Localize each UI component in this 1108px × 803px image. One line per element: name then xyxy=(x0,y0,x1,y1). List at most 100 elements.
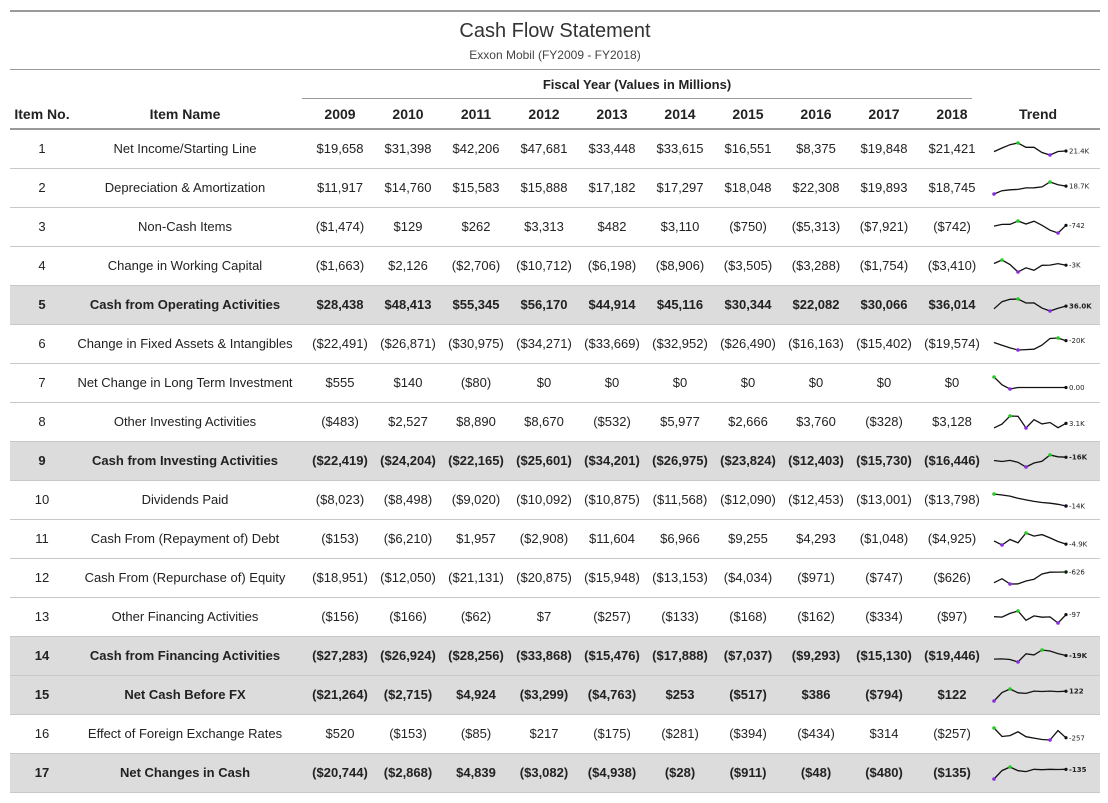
trend-sparkline: -135 xyxy=(988,754,1100,792)
value-cell-2014: $253 xyxy=(665,687,695,702)
item-no: 13 xyxy=(34,609,50,624)
item-name: Net Income/Starting Line xyxy=(113,141,257,156)
value-cell-2013: $482 xyxy=(597,219,627,234)
value-cell-2017: ($7,921) xyxy=(859,219,909,234)
sparkline-max-marker xyxy=(1048,180,1052,184)
value-cell-2017: $314 xyxy=(869,726,899,741)
sparkline-min-marker xyxy=(1016,270,1020,274)
header-year-2012: 2012 xyxy=(528,106,560,122)
value-cell-2013: ($33,669) xyxy=(584,336,640,351)
value-cell-2011: ($30,975) xyxy=(448,336,504,351)
item-no: 1 xyxy=(38,141,46,156)
sparkline-max-marker xyxy=(1016,219,1020,223)
value-cell-2016: ($971) xyxy=(797,570,835,585)
sparkline-last-marker xyxy=(1064,149,1068,153)
sparkline-line xyxy=(993,376,1066,390)
sparkline-label: -97 xyxy=(1069,611,1080,619)
value-cell-2011: $15,583 xyxy=(452,180,500,195)
item-no: 9 xyxy=(38,453,46,468)
item-no: 2 xyxy=(38,180,46,195)
value-cell-2015: ($750) xyxy=(729,219,767,234)
sparkline-last-marker xyxy=(1064,504,1068,508)
value-cell-2015: ($168) xyxy=(729,609,767,624)
value-cell-2017: $0 xyxy=(876,375,892,390)
item-no: 5 xyxy=(38,297,46,312)
value-cell-2014: $45,116 xyxy=(656,297,704,312)
value-cell-2010: $2,126 xyxy=(388,258,428,273)
value-cell-2013: $17,182 xyxy=(588,180,636,195)
sparkline-svg: -257 xyxy=(992,726,1085,742)
item-name: Cash from Investing Activities xyxy=(92,453,278,468)
sparkline-min-marker xyxy=(1056,231,1060,235)
value-cell-2010: ($2,868) xyxy=(383,765,433,780)
value-cell-2017: $30,066 xyxy=(860,297,908,312)
value-cell-2017: ($328) xyxy=(865,414,903,429)
value-cell-2010: ($166) xyxy=(389,609,427,624)
header-year-2013: 2013 xyxy=(596,106,628,122)
sparkline-line xyxy=(993,337,1067,351)
item-name: Other Financing Activities xyxy=(111,609,259,624)
sparkline-line xyxy=(993,610,1067,624)
sparkline-last-marker xyxy=(1064,570,1068,574)
value-cell-2015: $9,255 xyxy=(728,531,768,546)
value-cell-2009: $520 xyxy=(325,726,355,741)
value-cell-2011: ($80) xyxy=(460,375,492,390)
value-cell-2016: $22,308 xyxy=(792,180,840,195)
item-name: Net Change in Long Term Investment xyxy=(77,375,293,390)
value-cell-2014: $3,110 xyxy=(660,219,700,234)
value-cell-2011: ($62) xyxy=(460,609,492,624)
value-cell-2017: ($15,130) xyxy=(856,648,912,663)
header-year-2010: 2010 xyxy=(392,106,424,122)
sparkline-svg: 18.7K xyxy=(992,180,1090,196)
sparkline-max-marker xyxy=(992,492,996,496)
value-cell-2013: $33,448 xyxy=(588,141,636,156)
item-name: Depreciation & Amortization xyxy=(104,180,266,195)
fiscal-year-header: Fiscal Year (Values in Millions) xyxy=(542,77,732,92)
sparkline-line xyxy=(993,259,1067,273)
sparkline-line xyxy=(993,220,1067,234)
sparkline-svg: -135 xyxy=(992,765,1087,781)
trend-sparkline: -19K xyxy=(988,637,1100,675)
sparkline-svg: -19K xyxy=(993,648,1088,664)
sparkline-svg: -4.9K xyxy=(993,531,1088,549)
value-cell-2016: $0 xyxy=(808,375,824,390)
value-cell-2012: ($33,868) xyxy=(516,648,572,663)
value-cell-2015: ($911) xyxy=(729,765,767,780)
sparkline-label: 122 xyxy=(1069,688,1084,696)
sparkline-svg: -742 xyxy=(993,219,1085,235)
value-cell-2015: ($517) xyxy=(729,687,767,702)
table-row: 1 Net Income/Starting Line $19,658 $31,398 $… xyxy=(10,130,1100,169)
table-row: 7 Net Change in Long Term Investment $555 $… xyxy=(10,364,1100,403)
value-cell-2017: $19,893 xyxy=(860,180,908,195)
value-cell-2012: $47,681 xyxy=(520,141,568,156)
value-cell-2012: ($3,299) xyxy=(519,687,569,702)
value-cell-2010: $140 xyxy=(393,375,423,390)
trend-sparkline: -257 xyxy=(988,715,1100,753)
value-cell-2017: ($1,048) xyxy=(859,531,909,546)
sparkline-label: -257 xyxy=(1069,734,1085,742)
value-cell-2014: ($281) xyxy=(661,726,699,741)
value-cell-2011: $42,206 xyxy=(452,141,500,156)
value-cell-2018: $122 xyxy=(937,687,967,702)
table-row: 6 Change in Fixed Assets & Intangibles ($2… xyxy=(10,325,1100,364)
value-cell-2012: ($34,271) xyxy=(516,336,572,351)
table-row: 10 Dividends Paid ($8,023) ($8,498) ($9,020)… xyxy=(10,481,1100,520)
value-cell-2009: ($8,023) xyxy=(315,492,365,507)
value-cell-2009: ($21,264) xyxy=(312,687,368,702)
item-no: 6 xyxy=(38,336,46,351)
sparkline-last-marker xyxy=(1064,767,1068,771)
sparkline-last-marker xyxy=(1064,736,1068,740)
value-cell-2013: $44,914 xyxy=(588,297,636,312)
trend-sparkline: -16K xyxy=(988,442,1100,480)
trend-sparkline: 122 xyxy=(988,676,1100,714)
header-trend: Trend xyxy=(1018,106,1058,122)
value-cell-2015: $18,048 xyxy=(724,180,772,195)
value-cell-2010: $14,760 xyxy=(384,180,432,195)
sparkline-svg: -14K xyxy=(992,492,1085,511)
sparkline-min-marker xyxy=(992,777,996,781)
value-cell-2010: ($153) xyxy=(389,726,427,741)
sparkline-max-marker xyxy=(1016,609,1020,613)
sparkline-min-marker xyxy=(1048,738,1052,742)
sparkline-last-marker xyxy=(1064,613,1068,617)
sparkline-min-marker xyxy=(1000,543,1004,547)
